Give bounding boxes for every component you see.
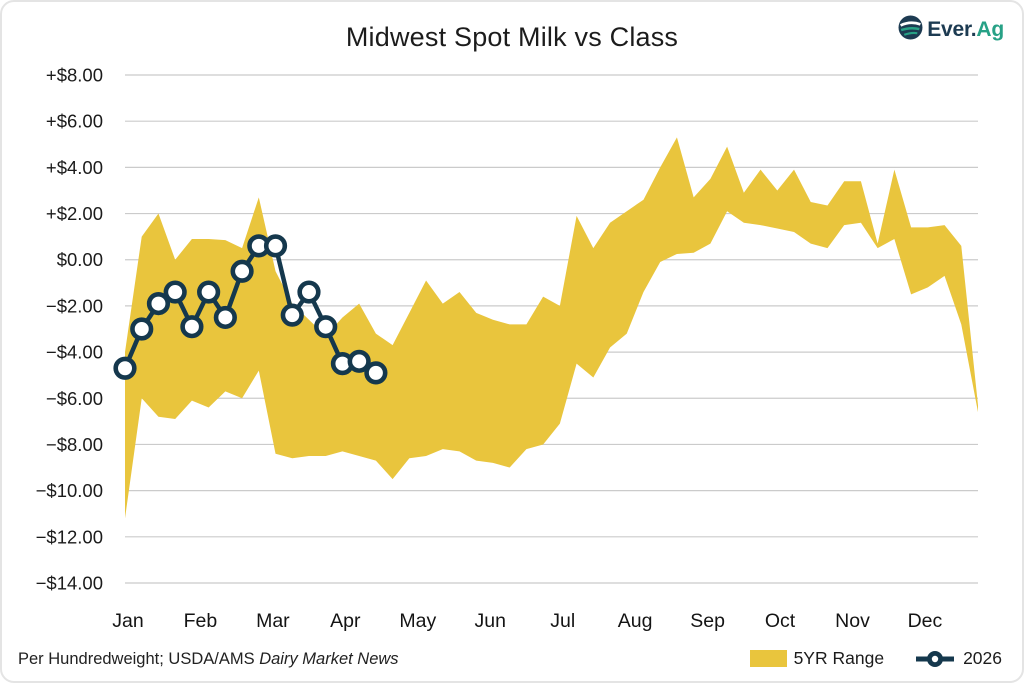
legend-label-2026: 2026 bbox=[963, 648, 1002, 668]
y-tick-label: −$2.00 bbox=[46, 295, 103, 316]
marker-2026 bbox=[163, 280, 187, 304]
page-title: Midwest Spot Milk vs Class bbox=[345, 22, 679, 52]
everag-logo: Ever.Ag bbox=[898, 15, 1004, 45]
y-tick-label: +$4.00 bbox=[46, 157, 103, 178]
marker-2026 bbox=[297, 280, 321, 304]
logo-ag: Ag bbox=[976, 18, 1004, 41]
y-tick-label: −$14.00 bbox=[36, 573, 103, 594]
x-tick-label: Jun bbox=[475, 610, 506, 632]
y-tick-label: $0.00 bbox=[57, 249, 103, 270]
marker-2026 bbox=[113, 356, 137, 380]
legend: 5YR Range 2026 bbox=[749, 648, 1002, 669]
band-5yr-range bbox=[125, 137, 978, 519]
line-marker-icon bbox=[914, 650, 956, 668]
marker-2026 bbox=[263, 234, 288, 258]
marker-2026 bbox=[146, 292, 171, 316]
source-note-italic: Dairy Market News bbox=[259, 650, 399, 668]
x-tick-label: Sep bbox=[690, 610, 725, 632]
source-note: Per Hundredweight; USDA/AMS Dairy Market… bbox=[18, 650, 399, 669]
marker-2026 bbox=[364, 361, 388, 385]
marker-2026 bbox=[314, 315, 338, 339]
x-tick-label: Jul bbox=[550, 610, 575, 632]
x-tick-label: Feb bbox=[184, 610, 218, 632]
y-tick-label: −$10.00 bbox=[36, 480, 103, 501]
x-tick-label: Aug bbox=[618, 610, 653, 632]
marker-2026 bbox=[230, 259, 254, 283]
marker-2026 bbox=[213, 305, 237, 330]
x-tick-label: Nov bbox=[835, 610, 870, 632]
y-tick-label: +$2.00 bbox=[46, 203, 103, 224]
source-note-regular: Per Hundredweight; USDA/AMS bbox=[18, 650, 260, 668]
band-swatch-icon bbox=[749, 650, 787, 667]
legend-label-5yr-range: 5YR Range bbox=[793, 648, 885, 668]
y-tick-label: +$6.00 bbox=[46, 111, 103, 132]
x-tick-label: Mar bbox=[256, 610, 290, 632]
marker-2026 bbox=[280, 303, 304, 327]
y-tick-label: −$8.00 bbox=[46, 434, 103, 455]
chart-area: +$8.00 +$6.00 +$4.00 +$2.00 $0.00 −$2.00 −$4.0… bbox=[36, 65, 978, 632]
logo-ever: Ever. bbox=[927, 18, 977, 41]
y-tick-label: −$6.00 bbox=[46, 388, 103, 409]
x-tick-label: May bbox=[399, 610, 436, 632]
marker-2026 bbox=[347, 349, 371, 373]
y-tick-label: −$12.00 bbox=[36, 526, 103, 547]
x-tick-label: Dec bbox=[908, 610, 943, 632]
legend-item-2026: 2026 bbox=[914, 648, 1002, 669]
x-tick-label: Jan bbox=[112, 610, 143, 632]
y-tick-label: +$8.00 bbox=[46, 65, 103, 86]
y-tick-label: −$4.00 bbox=[46, 342, 103, 363]
x-tick-label: Oct bbox=[765, 610, 796, 632]
marker-2026 bbox=[197, 280, 221, 304]
everag-logo-text: Ever.Ag bbox=[927, 18, 1004, 42]
marker-2026 bbox=[180, 315, 204, 339]
legend-item-5yr-range: 5YR Range bbox=[749, 648, 885, 669]
everag-logo-icon bbox=[898, 15, 923, 45]
x-tick-label: Apr bbox=[330, 610, 361, 632]
marker-2026 bbox=[130, 317, 154, 341]
